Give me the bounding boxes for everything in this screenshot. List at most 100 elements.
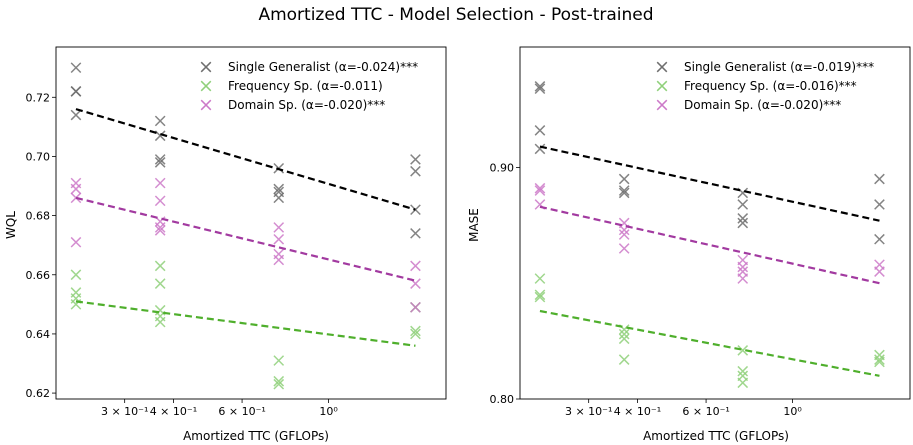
wql-domain-point [154, 222, 166, 233]
mase-x-tick-label: 6 × 10⁻¹ [682, 405, 729, 418]
mase-domain-point [534, 185, 546, 196]
wql-domain-point [154, 225, 166, 236]
wql-x-axis-label: Amortized TTC (GFLOPs) [183, 429, 329, 443]
mase-y-axis-label: MASE [467, 208, 481, 242]
wql-domain-point [273, 222, 285, 233]
mase-frequency-point [618, 354, 630, 365]
mase-legend: Single Generalist (α=-0.019)*** Frequency… [656, 60, 874, 112]
mase-frequency-point [737, 345, 749, 356]
wql-axes-frame [55, 46, 447, 400]
mase-y-tick-label: 0.90 [490, 161, 515, 174]
figure-title: Amortized TTC - Model Selection - Post-t… [258, 5, 653, 25]
wql-single-point [410, 228, 421, 239]
wql-legend-frequency-marker [200, 80, 212, 92]
wql-plot-area: 0.62 0.64 0.66 0.68 0.70 0.72 3 × 10⁻¹ 4 × 10⁻¹… [26, 46, 447, 418]
mase-single-point [618, 185, 630, 196]
wql-single-point [154, 115, 166, 127]
wql-single-point [273, 192, 285, 204]
mase-x-axis-label: Amortized TTC (GFLOPs) [643, 429, 789, 443]
mase-single-point [534, 143, 546, 155]
wql-single-point [70, 109, 82, 121]
wql-y-tick-label: 0.64 [26, 328, 51, 341]
mase-frequency-point [534, 289, 546, 301]
wql-y-tick-label: 0.68 [26, 210, 51, 223]
wql-domain-fit-line [75, 196, 416, 282]
wql-domain-point [410, 260, 421, 272]
wql-y-tick-label: 0.62 [26, 387, 51, 400]
wql-frequency-point [410, 325, 421, 337]
wql-single-point [273, 183, 285, 195]
wql-single-point [154, 157, 166, 168]
wql-domain-point [154, 195, 166, 207]
wql-frequency-point [273, 355, 285, 366]
mase-x-tick-label: 3 × 10⁻¹ [565, 405, 612, 418]
mase-single-point [618, 173, 630, 185]
wql-frequency-point [273, 375, 285, 387]
mase-x-tick-label: 4 × 10⁻¹ [614, 405, 661, 418]
mase-single-point [874, 173, 885, 185]
mase-single-point [737, 199, 749, 210]
wql-x-tick-label: 4 × 10⁻¹ [150, 405, 197, 418]
wql-y-tick-label: 0.70 [26, 150, 51, 163]
mase-domain-fit-line [539, 205, 880, 285]
mase-frequency-fit-line [539, 309, 880, 377]
wql-single-point [70, 86, 82, 97]
wql-legend-domain-label: Domain Sp. (α=-0.020)*** [228, 98, 385, 112]
wql-domain-point [70, 183, 82, 195]
wql-single-point [70, 62, 82, 74]
mase-frequency-point [874, 354, 885, 365]
wql-legend: Single Generalist (α=-0.024)*** Frequency… [200, 60, 418, 112]
mase-plot-area: 0.80 0.90 3 × 10⁻¹ 4 × 10⁻¹ 6 × 10⁻¹ 10⁰ [490, 46, 911, 418]
wql-domain-point [410, 301, 421, 313]
wql-domain-point [70, 192, 82, 204]
wql-single-point [154, 130, 166, 142]
mase-axes-frame [519, 46, 911, 400]
mase-single-fit-line [539, 145, 880, 222]
mase-legend-frequency-label: Frequency Sp. (α=-0.016)*** [684, 79, 857, 93]
wql-domain-point [70, 236, 82, 248]
mase-frequency-point [618, 328, 630, 340]
mase-legend-domain-marker [656, 99, 668, 111]
wql-single-point [410, 154, 421, 165]
wql-single-point [154, 154, 166, 165]
wql-frequency-fit-line [75, 300, 416, 347]
wql-frequency-point [154, 316, 166, 328]
mase-x-tick-label: 10⁰ [783, 405, 802, 418]
wql-frequency-point [70, 269, 82, 281]
mase-domain-point [618, 243, 630, 254]
wql-legend-domain-marker [200, 99, 212, 111]
chart-mase: MASE Amortized TTC (GFLOPs) 0.80 0.90 3 × … [467, 46, 911, 443]
mase-frequency-point [737, 377, 749, 389]
wql-legend-frequency-label: Frequency Sp. (α=-0.011) [228, 79, 383, 93]
mase-single-point [737, 217, 749, 229]
mase-single-point [534, 125, 546, 136]
wql-y-tick-label: 0.66 [26, 269, 51, 282]
wql-single-point [410, 204, 421, 216]
wql-frequency-point [154, 260, 166, 272]
wql-y-axis-label: WQL [4, 211, 18, 239]
mase-legend-single-marker [656, 61, 668, 73]
wql-domain-point [273, 233, 285, 245]
mase-domain-point [534, 182, 546, 194]
mase-frequency-point [618, 333, 630, 345]
wql-single-fit-line [75, 108, 416, 211]
wql-y-tick-label: 0.72 [26, 91, 51, 104]
wql-legend-single-label: Single Generalist (α=-0.024)*** [228, 60, 418, 74]
mase-single-point [534, 81, 546, 92]
mase-domain-point [618, 229, 630, 240]
mase-legend-single-label: Single Generalist (α=-0.019)*** [684, 60, 874, 74]
mase-domain-point [737, 261, 749, 273]
wql-domain-point [154, 177, 166, 189]
mase-single-point [534, 83, 546, 95]
wql-x-tick-label: 3 × 10⁻¹ [101, 405, 148, 418]
wql-x-tick-label: 6 × 10⁻¹ [218, 405, 265, 418]
mase-single-point [737, 213, 749, 224]
mase-frequency-point [534, 273, 546, 284]
mase-single-point [874, 199, 885, 210]
wql-domain-point [273, 254, 285, 266]
wql-x-tick-label: 10⁰ [319, 405, 338, 418]
mase-domain-point [737, 273, 749, 284]
mase-frequency-point [737, 365, 749, 377]
wql-single-point [410, 165, 421, 177]
